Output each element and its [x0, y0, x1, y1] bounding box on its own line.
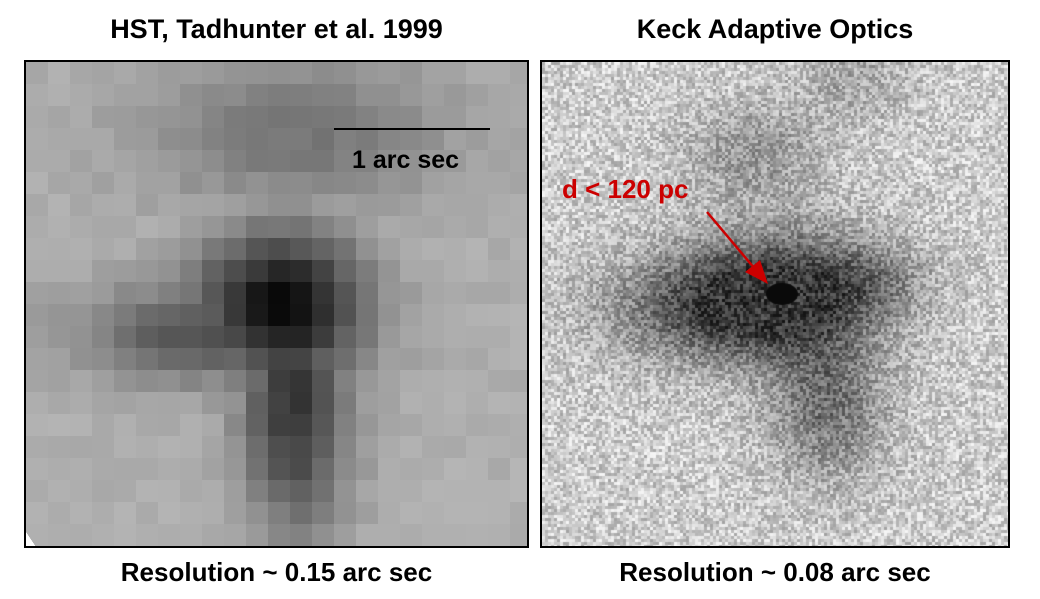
pointer-arrow — [706, 211, 768, 284]
size-annotation: d < 120 pc — [562, 174, 689, 204]
scale-bar — [334, 128, 490, 130]
right-resolution-caption: Resolution ~ 0.08 arc sec — [619, 557, 931, 587]
hst-image-graphic — [26, 62, 527, 546]
keck-ao-graphic — [542, 62, 1008, 546]
left-resolution-caption: Resolution ~ 0.15 arc sec — [120, 557, 433, 587]
right-panel-title: Keck Adaptive Optics — [636, 14, 914, 44]
keck-ao-image: d < 120 pc — [540, 60, 1010, 548]
scale-bar-label: 1 arc sec — [352, 146, 460, 174]
hst-image: 1 arc sec — [24, 60, 529, 548]
left-panel-title: HST, Tadhunter et al. 1999 — [110, 14, 443, 44]
